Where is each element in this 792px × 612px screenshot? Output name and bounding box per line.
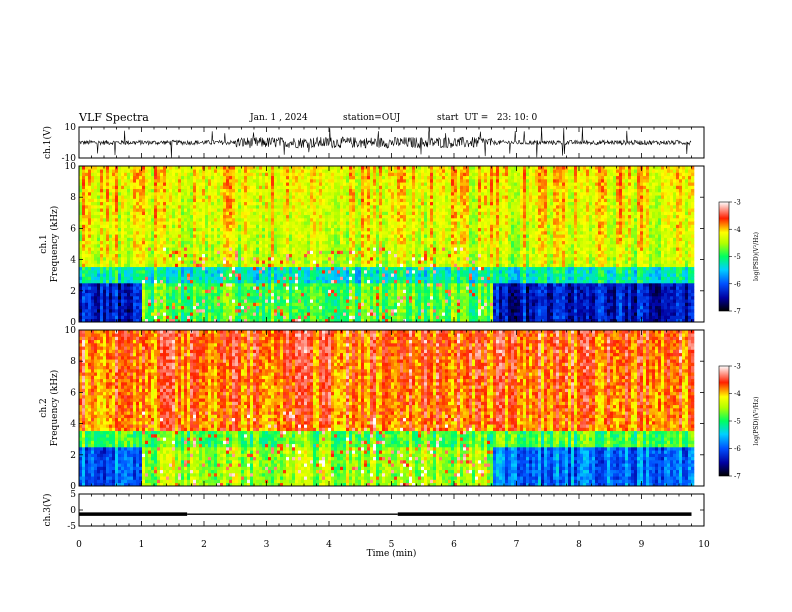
- x-tick-label: 6: [451, 540, 457, 550]
- ch1-spectro-y-label-1: ch.1: [39, 234, 49, 253]
- colorbar-tick-label: -4: [734, 390, 741, 398]
- colorbar-ch2: [718, 365, 730, 477]
- ch3-y-tick-label: 5: [70, 490, 76, 500]
- x-tick-label: 8: [576, 540, 582, 550]
- ch3-y-tick-label: 0: [70, 506, 76, 516]
- ch1-waveform-trace: [78, 127, 692, 158]
- date-label: Jan. 1 , 2024: [250, 113, 308, 123]
- colorbar-tick-label: -7: [734, 308, 741, 316]
- colorbar-ch1: [718, 201, 730, 312]
- ch2-freq-tick-label: 0: [70, 482, 76, 492]
- ch2-freq-tick-label: 8: [70, 357, 76, 367]
- x-tick-label: 4: [326, 540, 332, 550]
- ch2-freq-tick-label: 4: [70, 420, 76, 430]
- ch1-spectrogram-image: [79, 166, 695, 323]
- ch1-y-tick-label: 10: [65, 123, 77, 133]
- ch1-y-axis-label: ch.1(V): [42, 126, 53, 159]
- x-tick-label: 10: [698, 540, 710, 550]
- x-tick-label: 1: [139, 540, 145, 550]
- ch1-freq-tick-label: 6: [70, 224, 76, 234]
- station-label: station=OUJ: [343, 113, 400, 123]
- colorbar-tick-label: -6: [734, 445, 741, 453]
- ch1-freq-tick-label: 0: [70, 318, 76, 328]
- ch3-y-tick-label: -5: [67, 522, 76, 532]
- ch2-freq-tick-label: 6: [70, 388, 76, 398]
- figure-title: VLF Spectra: [79, 111, 149, 124]
- colorbar-tick-label: -4: [734, 226, 741, 234]
- x-axis-label: Time (min): [367, 548, 417, 559]
- x-tick-label: 9: [639, 540, 645, 550]
- ch2-freq-tick-label: 10: [65, 326, 77, 336]
- ch2-spectro-y-label-1: ch.2: [39, 398, 49, 417]
- x-tick-label: 5: [389, 540, 395, 550]
- colorbar-tick-label: -7: [734, 473, 741, 481]
- colorbar-label-ch2: log(PSD)(V²/Hz): [753, 397, 760, 446]
- colorbar-tick-label: -6: [734, 280, 741, 288]
- x-tick-label: 0: [76, 540, 82, 550]
- x-tick-label: 2: [201, 540, 207, 550]
- ch1-freq-tick-label: 8: [70, 193, 76, 203]
- ch1-freq-tick-label: 10: [65, 162, 77, 172]
- colorbar-label-ch1: log(PSD)(V²/Hz): [753, 232, 760, 281]
- ch1-y-tick-label: -10: [62, 154, 77, 164]
- ch2-spectrogram-image: [79, 330, 695, 487]
- ch2-freq-tick-label: 2: [70, 451, 76, 461]
- x-tick-label: 7: [514, 540, 520, 550]
- ch2-spectro-y-label-2: Frequency (kHz): [49, 370, 60, 447]
- colorbar-tick-label: -3: [734, 199, 741, 207]
- ch1-freq-tick-label: 2: [70, 287, 76, 297]
- colorbar-tick-label: -3: [734, 363, 741, 371]
- start-time-label: start UT = 23: 10: 0: [437, 113, 537, 123]
- x-tick-label: 3: [264, 540, 270, 550]
- colorbar-tick-label: -5: [734, 253, 741, 261]
- ch1-spectro-y-label-2: Frequency (kHz): [49, 206, 60, 283]
- ch1-freq-tick-label: 4: [70, 256, 76, 266]
- ch3-y-axis-label: ch.3(V): [42, 494, 53, 527]
- colorbar-tick-label: -5: [734, 418, 741, 426]
